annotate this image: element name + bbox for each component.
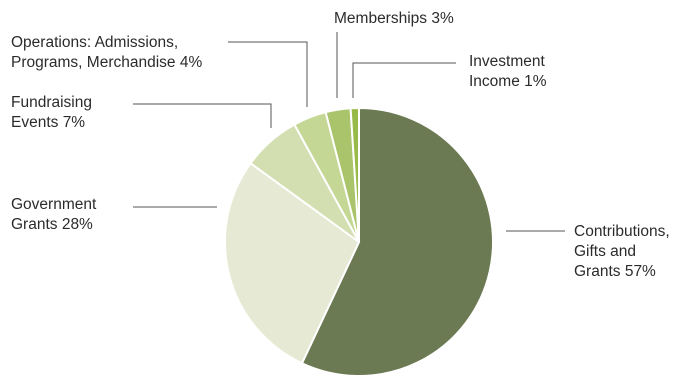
label-fundraising-line-2: Events 7% — [11, 114, 85, 131]
label-investment: Investment Income 1% — [469, 53, 549, 90]
label-operations-line-1: Operations: Admissions, — [11, 34, 178, 51]
label-contributions-line-1: Contributions, — [574, 223, 670, 240]
leader-line-fundraising — [133, 104, 271, 128]
label-memberships-line-1: Memberships 3% — [334, 10, 454, 27]
label-fundraising-line-1: Fundraising — [11, 94, 92, 111]
label-government-line-1: Government — [11, 196, 97, 213]
label-investment-line-1: Investment — [469, 53, 546, 70]
pie-slices — [225, 108, 493, 376]
leader-line-operations — [228, 42, 307, 107]
label-operations-line-2: Programs, Merchandise 4% — [11, 54, 202, 71]
label-fundraising: Fundraising Events 7% — [11, 94, 96, 131]
label-contributions-line-3: Grants 57% — [574, 263, 656, 280]
label-operations: Operations: Admissions, Programs, Mercha… — [11, 34, 202, 71]
label-investment-line-2: Income 1% — [469, 73, 547, 90]
label-government: Government Grants 28% — [11, 196, 101, 233]
label-government-line-2: Grants 28% — [11, 216, 93, 233]
label-contributions: Contributions, Gifts and Grants 57% — [574, 223, 674, 280]
leader-line-investment — [353, 63, 456, 98]
label-contributions-line-2: Gifts and — [574, 243, 636, 260]
label-memberships: Memberships 3% — [334, 10, 454, 27]
